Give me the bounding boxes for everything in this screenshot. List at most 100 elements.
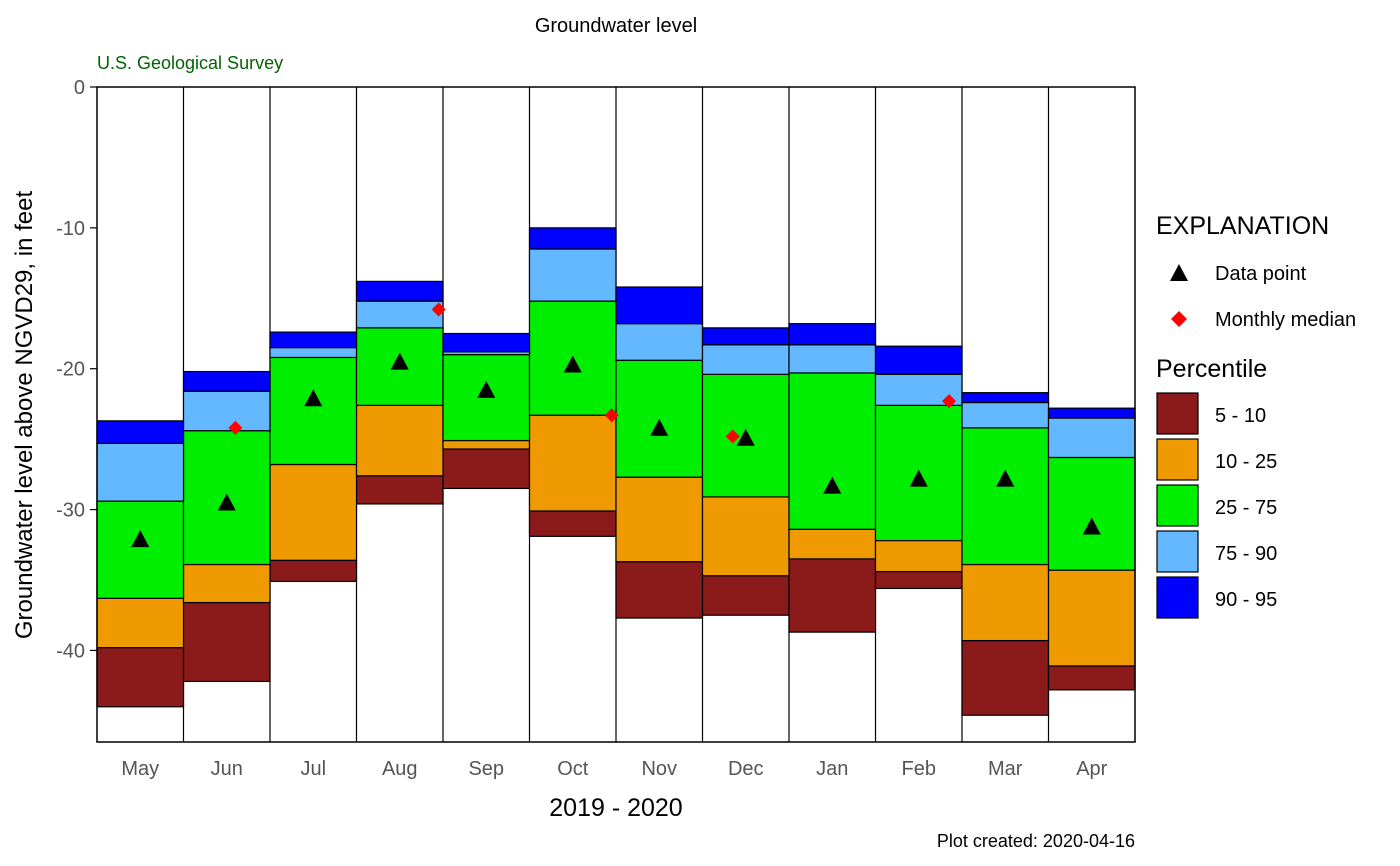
data-point-marker xyxy=(650,418,669,436)
percentile-band-10-25 xyxy=(355,404,444,477)
legend-data-point-label: Data point xyxy=(1215,263,1307,285)
percentile-band-90-95 xyxy=(615,286,704,325)
monthly-median-marker xyxy=(942,394,957,409)
percentile-band-10-25 xyxy=(442,439,531,450)
percentile-band-90-95 xyxy=(788,323,877,346)
triangle-icon xyxy=(1170,264,1188,281)
percentile-band-5-10 xyxy=(874,570,963,590)
legend-swatch-label: 10 - 25 xyxy=(1215,451,1277,473)
percentile-band-10-25 xyxy=(961,563,1050,642)
x-tick-label: Sep xyxy=(468,758,504,780)
percentile-band-5-10 xyxy=(788,558,877,633)
percentile-band-90-95 xyxy=(701,327,790,346)
percentile-band-75-90 xyxy=(961,401,1050,429)
percentile-band-90-95 xyxy=(961,392,1050,404)
x-tick-label: Jan xyxy=(816,758,848,780)
legend-swatch xyxy=(1156,392,1199,435)
y-tick-label: -10 xyxy=(56,218,85,240)
data-point-marker xyxy=(477,380,496,398)
percentile-band-10-25 xyxy=(788,528,877,560)
percentile-band-75-90 xyxy=(269,346,358,359)
data-point-marker xyxy=(1082,517,1101,535)
percentile-band-75-90 xyxy=(355,300,444,329)
percentile-band-90-95 xyxy=(874,345,963,375)
percentile-band-10-25 xyxy=(269,463,358,561)
percentile-band-90-95 xyxy=(182,370,271,392)
percentile-band-10-25 xyxy=(874,539,963,573)
percentile-band-10-25 xyxy=(182,563,271,604)
percentile-band-10-25 xyxy=(96,597,185,649)
y-axis: 0 -10 -20 -30 -40 xyxy=(56,77,97,662)
data-point-marker xyxy=(736,428,755,446)
percentile-band-5-10 xyxy=(701,575,790,616)
percentile-band-90-95 xyxy=(1047,407,1136,419)
monthly-median-marker xyxy=(725,429,740,444)
percentile-band-5-10 xyxy=(528,510,617,537)
diamond-icon xyxy=(1171,311,1187,327)
legend-heading: EXPLANATION xyxy=(1156,212,1329,240)
percentile-band-75-90 xyxy=(788,344,877,374)
monthly-median-marker xyxy=(431,302,446,317)
legend-swatch-label: 25 - 75 xyxy=(1215,497,1277,519)
percentile-band-75-90 xyxy=(182,390,271,432)
y-axis-label: Groundwater level above NGVD29, in feet xyxy=(11,191,38,640)
percentile-band-90-95 xyxy=(442,332,531,353)
data-point-marker xyxy=(390,352,409,370)
x-tick-label: Mar xyxy=(988,758,1023,780)
x-tick-label: Feb xyxy=(902,758,936,780)
plot-frame xyxy=(96,86,1136,743)
legend-swatch-label: 75 - 90 xyxy=(1215,543,1277,565)
legend-swatch xyxy=(1156,484,1199,527)
percentile-band-5-10 xyxy=(96,647,185,708)
y-tick-label: -40 xyxy=(56,640,85,662)
data-point-marker xyxy=(563,355,582,373)
percentile-band-25-75 xyxy=(961,427,1050,566)
percentile-band-90-95 xyxy=(528,227,617,250)
legend-percentile-heading: Percentile xyxy=(1156,355,1267,383)
data-point-marker xyxy=(304,389,323,407)
legend-swatch xyxy=(1156,576,1199,619)
x-tick-label: Dec xyxy=(728,758,764,780)
data-point-marker xyxy=(823,476,842,494)
percentile-band-75-90 xyxy=(701,344,790,375)
percentile-band-25-75 xyxy=(615,359,704,478)
percentile-band-75-90 xyxy=(528,248,617,302)
x-tick-label: Oct xyxy=(557,758,589,780)
legend-swatch-label: 5 - 10 xyxy=(1215,405,1266,427)
monthly-median-marker xyxy=(228,420,243,435)
x-axis: May Jun Jul Aug Sep Oct Nov Dec Jan Feb Mar Apr xyxy=(121,758,1107,780)
x-tick-label: Jul xyxy=(300,758,326,780)
percentile-band-75-90 xyxy=(615,323,704,361)
percentile-band-5-10 xyxy=(615,561,704,619)
percentile-bars xyxy=(96,87,1136,742)
percentile-band-10-25 xyxy=(1047,569,1136,667)
percentile-band-25-75 xyxy=(1047,456,1136,571)
data-point-marker xyxy=(996,469,1015,487)
data-markers xyxy=(131,302,1101,548)
percentile-band-5-10 xyxy=(355,475,444,505)
x-tick-label: May xyxy=(121,758,159,780)
percentile-band-5-10 xyxy=(269,559,358,583)
x-axis-label: 2019 - 2020 xyxy=(549,794,682,822)
legend-swatch xyxy=(1156,438,1199,481)
percentile-band-25-75 xyxy=(96,500,185,599)
percentile-band-75-90 xyxy=(1047,417,1136,459)
x-tick-label: Aug xyxy=(382,758,418,780)
percentile-band-90-95 xyxy=(269,331,358,349)
x-tick-label: Jun xyxy=(211,758,243,780)
legend-median-label: Monthly median xyxy=(1215,309,1356,331)
percentile-band-5-10 xyxy=(182,601,271,683)
percentile-band-5-10 xyxy=(1047,665,1136,691)
data-point-marker xyxy=(217,493,236,511)
percentile-band-10-25 xyxy=(528,414,617,512)
data-point-marker xyxy=(909,469,928,487)
legend-swatch xyxy=(1156,530,1199,573)
y-tick-label: 0 xyxy=(74,77,85,99)
legend-swatch-label: 90 - 95 xyxy=(1215,589,1277,611)
percentile-band-25-75 xyxy=(269,356,358,466)
percentile-band-10-25 xyxy=(701,496,790,577)
percentile-band-5-10 xyxy=(442,448,531,490)
plot-created-note: Plot created: 2020-04-16 xyxy=(937,831,1135,851)
percentile-band-90-95 xyxy=(96,420,185,444)
